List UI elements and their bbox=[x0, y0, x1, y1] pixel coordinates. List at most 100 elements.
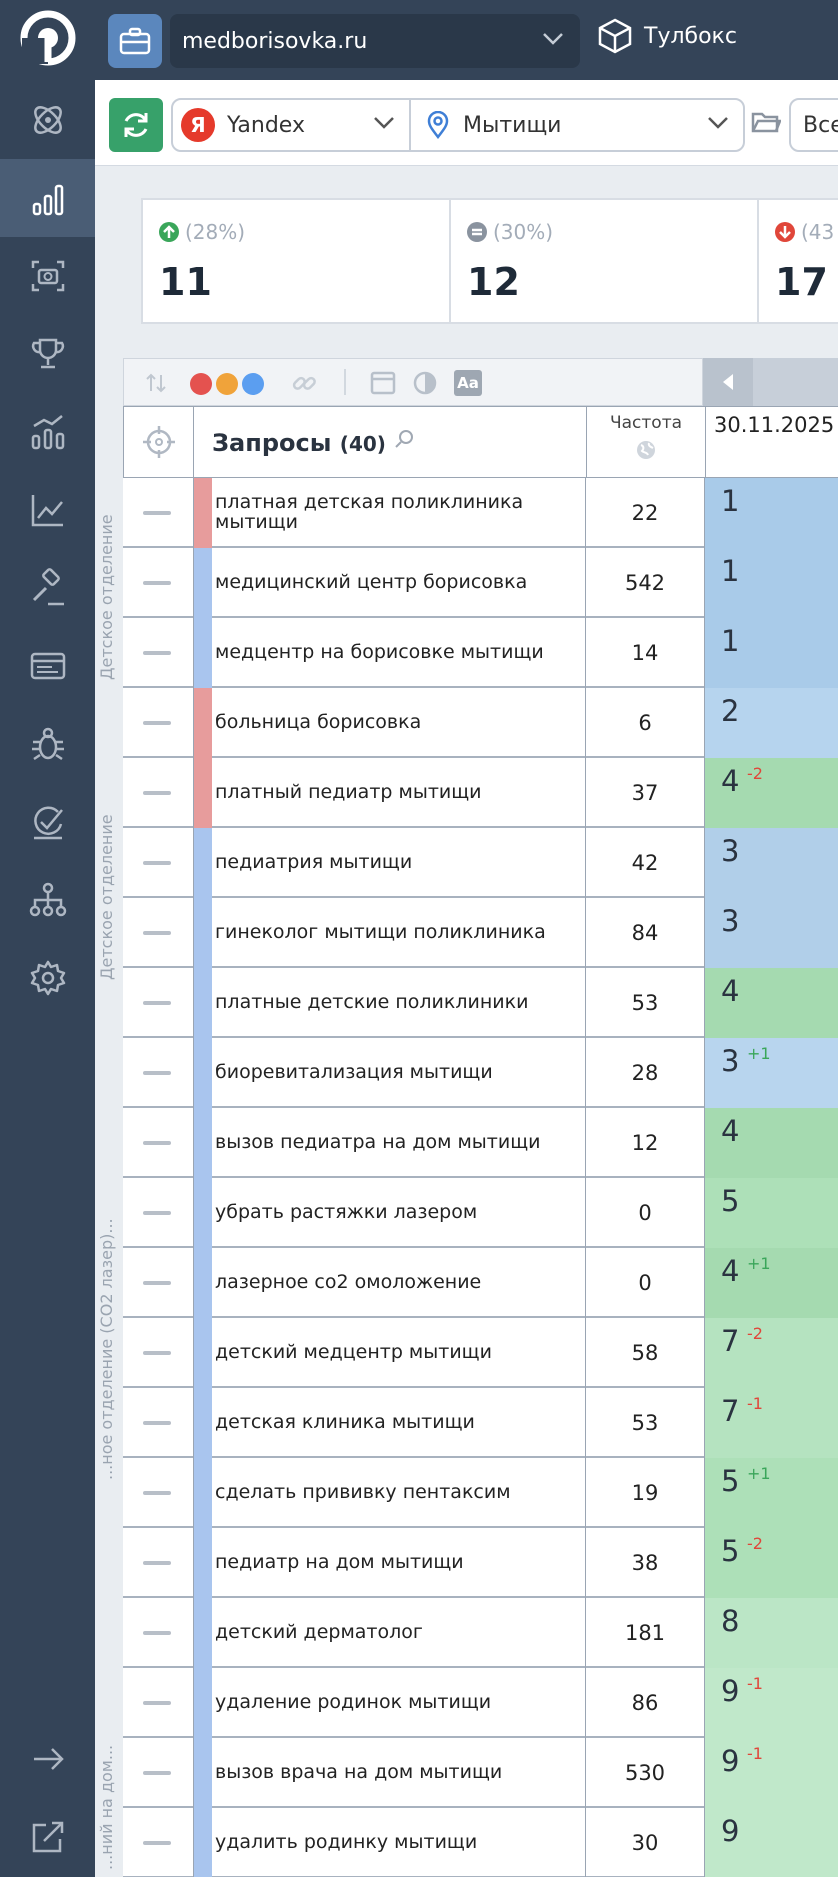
position-cell[interactable]: 9 bbox=[705, 1808, 838, 1877]
select-all-target[interactable] bbox=[124, 407, 194, 477]
position-cell[interactable]: 2 bbox=[705, 688, 838, 758]
table-row[interactable]: лазерное со2 омоложение 0 4 +1 bbox=[123, 1248, 838, 1318]
stat-same[interactable]: (30%) 12 bbox=[451, 200, 759, 322]
table-row[interactable]: удалить родинку мытищи 30 9 bbox=[123, 1808, 838, 1877]
query-text[interactable]: педиатр на дом мытищи bbox=[215, 1551, 464, 1574]
sidebar-item-cards[interactable] bbox=[0, 627, 95, 705]
table-row[interactable]: вызов врача на дом мытищи 530 9 -1 bbox=[123, 1738, 838, 1808]
row-status-dash[interactable] bbox=[143, 721, 171, 725]
sort-icon[interactable] bbox=[144, 371, 168, 395]
sidebar-item-settings[interactable] bbox=[0, 939, 95, 1017]
query-text[interactable]: детский дерматолог bbox=[215, 1621, 423, 1644]
position-cell[interactable]: 3 bbox=[705, 898, 838, 968]
table-row[interactable]: сделать прививку пентаксим 19 5 +1 bbox=[123, 1458, 838, 1528]
row-status-dash[interactable] bbox=[143, 1561, 171, 1565]
table-row[interactable]: медицинский центр борисовка 542 1 bbox=[123, 548, 838, 618]
sidebar-item-analytics[interactable] bbox=[0, 393, 95, 471]
red-filter-dot[interactable] bbox=[190, 373, 212, 395]
sidebar-item-monitoring[interactable] bbox=[0, 783, 95, 861]
query-text[interactable]: гинеколог мытищи поликлиника bbox=[215, 921, 546, 944]
sidebar-item-screenshots[interactable] bbox=[0, 237, 95, 315]
table-row[interactable]: медцентр на борисовке мытищи 14 1 bbox=[123, 618, 838, 688]
sidebar-expand-button[interactable] bbox=[0, 1720, 95, 1798]
position-cell[interactable]: 1 bbox=[705, 478, 838, 548]
position-cell[interactable]: 4 bbox=[705, 1108, 838, 1178]
row-status-dash[interactable] bbox=[143, 1071, 171, 1075]
date-column-header[interactable]: 30.11.2025 bbox=[714, 413, 835, 437]
query-text[interactable]: медицинский центр борисовка bbox=[215, 571, 528, 594]
row-status-dash[interactable] bbox=[143, 1351, 171, 1355]
calendar-icon[interactable] bbox=[370, 370, 396, 396]
region-select[interactable]: Мытищи bbox=[409, 98, 745, 152]
query-text[interactable]: платный педиатр мытищи bbox=[215, 781, 482, 804]
contrast-icon[interactable] bbox=[412, 370, 438, 396]
row-status-dash[interactable] bbox=[143, 1001, 171, 1005]
position-cell[interactable]: 4 +1 bbox=[705, 1248, 838, 1318]
table-row[interactable]: платные детские поликлиники 53 4 bbox=[123, 968, 838, 1038]
query-text[interactable]: убрать растяжки лазером bbox=[215, 1201, 478, 1224]
row-status-dash[interactable] bbox=[143, 1841, 171, 1845]
table-row[interactable]: педиатр на дом мытищи 38 5 -2 bbox=[123, 1528, 838, 1598]
table-row[interactable]: детский медцентр мытищи 58 7 -2 bbox=[123, 1318, 838, 1388]
query-text[interactable]: биоревитализация мытищи bbox=[215, 1061, 493, 1084]
row-status-dash[interactable] bbox=[143, 1141, 171, 1145]
position-cell[interactable]: 1 bbox=[705, 618, 838, 688]
table-row[interactable]: педиатрия мытищи 42 3 bbox=[123, 828, 838, 898]
table-row[interactable]: платный педиатр мытищи 37 4 -2 bbox=[123, 758, 838, 828]
row-status-dash[interactable] bbox=[143, 1771, 171, 1775]
projects-button[interactable] bbox=[108, 14, 162, 68]
position-cell[interactable]: 5 bbox=[705, 1178, 838, 1248]
position-cell[interactable]: 3 bbox=[705, 828, 838, 898]
query-text[interactable]: медцентр на борисовке мытищи bbox=[215, 641, 544, 664]
table-row[interactable]: убрать растяжки лазером 0 5 bbox=[123, 1178, 838, 1248]
queries-column-header[interactable]: Запросы (40) bbox=[212, 429, 414, 457]
sidebar-item-orbit[interactable] bbox=[0, 81, 95, 159]
stat-down[interactable]: (43 17 bbox=[759, 200, 838, 322]
row-status-dash[interactable] bbox=[143, 931, 171, 935]
table-row[interactable]: больница борисовка 6 2 bbox=[123, 688, 838, 758]
table-row[interactable]: платная детская поликлиника мытищи 22 1 bbox=[123, 478, 838, 548]
position-cell[interactable]: 8 bbox=[705, 1598, 838, 1668]
query-text[interactable]: платная детская поликлиника мытищи bbox=[215, 491, 524, 533]
site-select[interactable]: medborisovka.ru bbox=[170, 14, 580, 68]
position-cell[interactable]: 5 -2 bbox=[705, 1528, 838, 1598]
group-select[interactable]: Все bbox=[789, 98, 838, 152]
position-cell[interactable]: 3 +1 bbox=[705, 1038, 838, 1108]
query-text[interactable]: больница борисовка bbox=[215, 711, 422, 734]
sidebar-item-positions[interactable] bbox=[0, 159, 95, 237]
row-status-dash[interactable] bbox=[143, 1211, 171, 1215]
query-text[interactable]: платные детские поликлиники bbox=[215, 991, 529, 1014]
sidebar-external-button[interactable] bbox=[0, 1798, 95, 1876]
table-row[interactable]: гинеколог мытищи поликлиника 84 3 bbox=[123, 898, 838, 968]
query-text[interactable]: удалить родинку мытищи bbox=[215, 1831, 478, 1854]
row-status-dash[interactable] bbox=[143, 791, 171, 795]
table-row[interactable]: вызов педиатра на дом мытищи 12 4 bbox=[123, 1108, 838, 1178]
refresh-button[interactable] bbox=[109, 98, 163, 152]
sidebar-item-dynamics[interactable] bbox=[0, 471, 95, 549]
sidebar-item-audit[interactable] bbox=[0, 705, 95, 783]
row-status-dash[interactable] bbox=[143, 651, 171, 655]
table-row[interactable]: биоревитализация мытищи 28 3 +1 bbox=[123, 1038, 838, 1108]
frequency-column-header[interactable]: Частота bbox=[586, 407, 706, 477]
row-status-dash[interactable] bbox=[143, 1421, 171, 1425]
query-text[interactable]: лазерное со2 омоложение bbox=[215, 1271, 482, 1294]
sidebar-item-structure[interactable] bbox=[0, 861, 95, 939]
position-cell[interactable]: 1 bbox=[705, 548, 838, 618]
query-text[interactable]: детский медцентр мытищи bbox=[215, 1341, 492, 1364]
scroll-track[interactable] bbox=[753, 358, 838, 406]
query-text[interactable]: вызов педиатра на дом мытищи bbox=[215, 1131, 541, 1154]
query-text[interactable]: сделать прививку пентаксим bbox=[215, 1481, 511, 1504]
app-logo-icon[interactable] bbox=[18, 8, 78, 68]
row-status-dash[interactable] bbox=[143, 1701, 171, 1705]
query-text[interactable]: детская клиника мытищи bbox=[215, 1411, 475, 1434]
row-status-dash[interactable] bbox=[143, 581, 171, 585]
blue-filter-dot[interactable] bbox=[242, 373, 264, 395]
position-cell[interactable]: 9 -1 bbox=[705, 1738, 838, 1808]
position-cell[interactable]: 7 -1 bbox=[705, 1388, 838, 1458]
orange-filter-dot[interactable] bbox=[216, 373, 238, 395]
folder-icon[interactable] bbox=[751, 110, 781, 134]
link-icon[interactable] bbox=[290, 369, 318, 397]
query-text[interactable]: педиатрия мытищи bbox=[215, 851, 413, 874]
row-status-dash[interactable] bbox=[143, 861, 171, 865]
row-status-dash[interactable] bbox=[143, 1281, 171, 1285]
